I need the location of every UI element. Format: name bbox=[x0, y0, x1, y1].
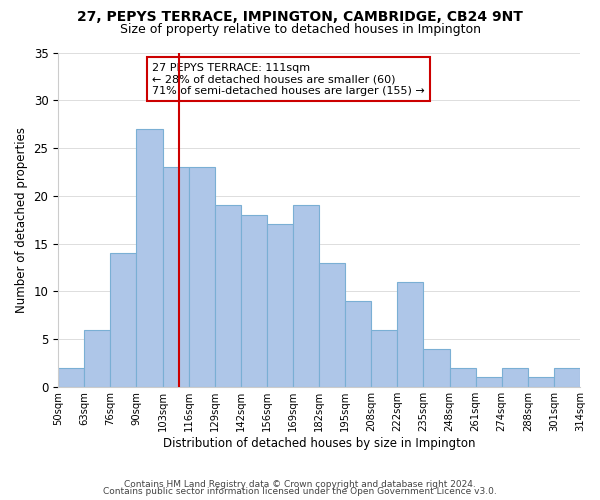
Bar bbox=[502, 368, 528, 387]
Bar bbox=[267, 224, 293, 387]
Bar bbox=[319, 262, 345, 387]
Bar bbox=[136, 129, 163, 387]
Bar bbox=[528, 378, 554, 387]
Y-axis label: Number of detached properties: Number of detached properties bbox=[15, 126, 28, 312]
X-axis label: Distribution of detached houses by size in Impington: Distribution of detached houses by size … bbox=[163, 437, 475, 450]
Bar bbox=[84, 330, 110, 387]
Bar bbox=[424, 348, 449, 387]
Bar bbox=[397, 282, 424, 387]
Bar bbox=[293, 206, 319, 387]
Bar bbox=[476, 378, 502, 387]
Bar bbox=[58, 368, 84, 387]
Bar bbox=[449, 368, 476, 387]
Bar bbox=[188, 167, 215, 387]
Bar bbox=[371, 330, 397, 387]
Bar bbox=[345, 301, 371, 387]
Bar bbox=[110, 253, 136, 387]
Bar bbox=[554, 368, 580, 387]
Bar bbox=[241, 215, 267, 387]
Text: Contains public sector information licensed under the Open Government Licence v3: Contains public sector information licen… bbox=[103, 488, 497, 496]
Text: Contains HM Land Registry data © Crown copyright and database right 2024.: Contains HM Land Registry data © Crown c… bbox=[124, 480, 476, 489]
Bar bbox=[163, 167, 188, 387]
Bar bbox=[215, 206, 241, 387]
Text: 27, PEPYS TERRACE, IMPINGTON, CAMBRIDGE, CB24 9NT: 27, PEPYS TERRACE, IMPINGTON, CAMBRIDGE,… bbox=[77, 10, 523, 24]
Text: 27 PEPYS TERRACE: 111sqm
← 28% of detached houses are smaller (60)
71% of semi-d: 27 PEPYS TERRACE: 111sqm ← 28% of detach… bbox=[152, 62, 425, 96]
Text: Size of property relative to detached houses in Impington: Size of property relative to detached ho… bbox=[119, 22, 481, 36]
